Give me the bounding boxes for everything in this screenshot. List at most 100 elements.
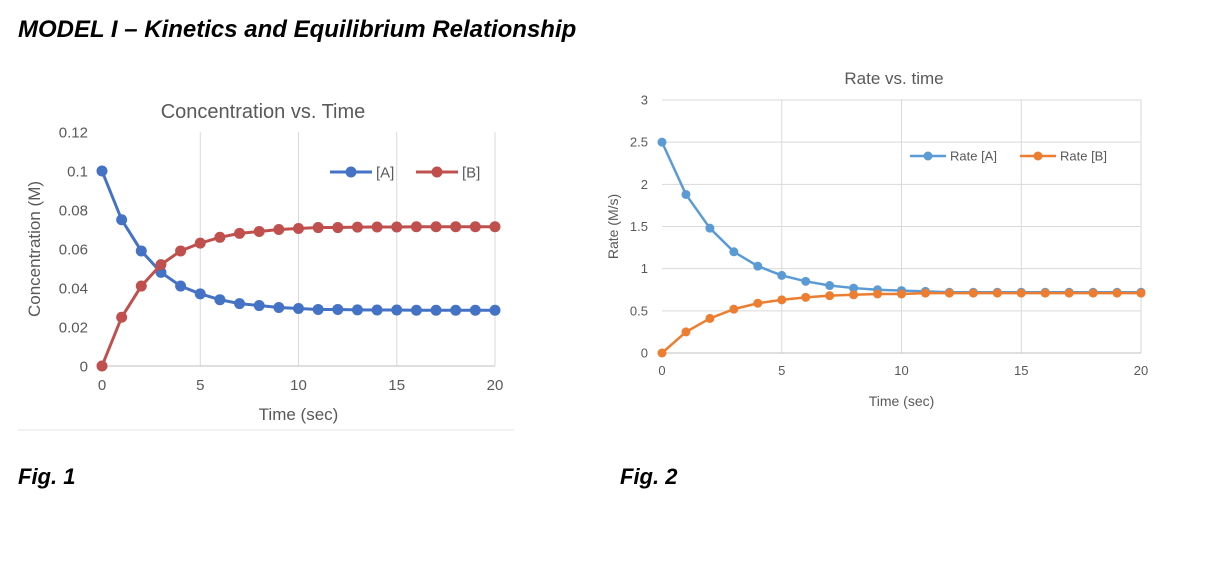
data-point — [312, 222, 324, 234]
x-tick-label: 15 — [1014, 363, 1028, 378]
data-point — [96, 360, 108, 372]
data-point — [729, 304, 739, 314]
data-point — [332, 303, 344, 315]
x-axis-label: Time (sec) — [869, 393, 935, 409]
y-tick-label: 0 — [80, 358, 88, 375]
data-point — [116, 311, 128, 323]
data-point — [214, 231, 226, 243]
legend-label: [A] — [376, 164, 394, 181]
y-tick-label: 1 — [641, 261, 648, 276]
data-point — [194, 237, 206, 249]
x-tick-label: 5 — [196, 377, 204, 394]
y-tick-label: 2 — [641, 177, 648, 192]
data-point — [1016, 288, 1026, 298]
data-point — [681, 189, 691, 199]
legend-marker — [1033, 151, 1043, 161]
legend-label: Rate [B] — [1060, 149, 1107, 164]
chart-title: Rate vs. time — [844, 69, 943, 88]
data-point — [312, 303, 324, 315]
data-point — [293, 223, 304, 235]
data-point — [253, 225, 265, 237]
y-tick-label: 0.08 — [59, 202, 88, 219]
data-point — [332, 222, 344, 234]
data-point — [469, 304, 481, 316]
data-point — [777, 295, 787, 305]
y-tick-label: 3 — [641, 93, 648, 108]
data-point — [351, 221, 363, 233]
y-tick-label: 1.5 — [630, 219, 648, 234]
data-point — [194, 288, 206, 300]
data-point — [753, 261, 763, 271]
data-point — [234, 298, 246, 310]
x-tick-label: 20 — [1134, 363, 1148, 378]
data-point — [849, 283, 859, 293]
data-point — [450, 221, 462, 233]
y-axis-label: Rate (M/s) — [605, 194, 621, 259]
data-point — [825, 291, 835, 301]
data-point — [253, 300, 265, 312]
data-point — [920, 288, 930, 298]
data-point — [391, 221, 403, 233]
data-point — [657, 348, 667, 358]
chart-title: Concentration vs. Time — [161, 101, 366, 123]
legend-marker — [431, 166, 443, 178]
data-point — [753, 298, 763, 308]
data-point — [96, 165, 108, 177]
data-point — [410, 221, 422, 233]
data-point — [489, 221, 501, 233]
y-tick-label: 0.02 — [59, 319, 88, 336]
data-point — [705, 223, 715, 233]
data-point — [135, 280, 147, 292]
data-point — [489, 304, 501, 316]
x-axis-label: Time (sec) — [259, 405, 339, 424]
concentration-chart: 0 5 10 15 20 0 0.02 0.04 0.06 0.08 0.1 0.12 Concentr… — [18, 101, 514, 431]
data-point — [849, 290, 859, 300]
x-tick-label: 15 — [388, 377, 405, 394]
data-point — [1112, 288, 1122, 298]
y-tick-label: 2.5 — [630, 135, 648, 150]
data-point — [234, 227, 246, 239]
data-point — [1064, 288, 1074, 298]
data-point — [801, 276, 811, 286]
y-tick-label: 0.04 — [59, 280, 88, 297]
data-point — [873, 289, 883, 299]
page-heading: MODEL I – Kinetics and Equilibrium Relat… — [18, 16, 577, 43]
legend-label: [B] — [462, 164, 480, 181]
data-point — [657, 137, 667, 147]
x-tick-label: 10 — [894, 363, 908, 378]
data-point — [1088, 288, 1098, 298]
data-point — [430, 221, 442, 233]
x-tick-label: 20 — [487, 377, 504, 394]
data-point — [1040, 288, 1050, 298]
data-point — [293, 302, 304, 314]
data-point — [450, 304, 462, 316]
data-point — [273, 224, 285, 235]
data-point — [273, 302, 285, 313]
data-point — [175, 280, 187, 292]
data-point — [777, 270, 787, 280]
data-point — [371, 221, 383, 233]
y-axis-label: Concentration (M) — [25, 181, 44, 317]
fig2-label: Fig. 2 — [620, 464, 678, 489]
x-tick-label: 10 — [290, 377, 307, 394]
fig1-label: Fig. 1 — [18, 464, 76, 489]
data-point — [825, 281, 835, 291]
y-tick-label: 0 — [641, 346, 648, 361]
data-point — [214, 294, 226, 306]
y-tick-label: 0.5 — [630, 303, 648, 318]
y-tick-label: 0.06 — [59, 241, 88, 258]
y-tick-label: 0.1 — [67, 163, 88, 180]
data-point — [681, 327, 691, 337]
x-tick-label: 5 — [778, 363, 785, 378]
data-point — [351, 304, 363, 316]
data-point — [992, 288, 1002, 298]
x-tick-label: 0 — [98, 377, 106, 394]
y-tick-label: 0.12 — [59, 124, 88, 141]
data-point — [155, 259, 167, 271]
data-point — [371, 304, 383, 316]
data-point — [391, 304, 403, 316]
data-point — [801, 292, 811, 302]
rate-chart: 0 5 10 15 20 0 0.5 1 1.5 2 2.5 3 Rate vs. time Time (… — [605, 69, 1148, 409]
data-point — [175, 245, 187, 257]
legend-marker — [345, 166, 357, 178]
